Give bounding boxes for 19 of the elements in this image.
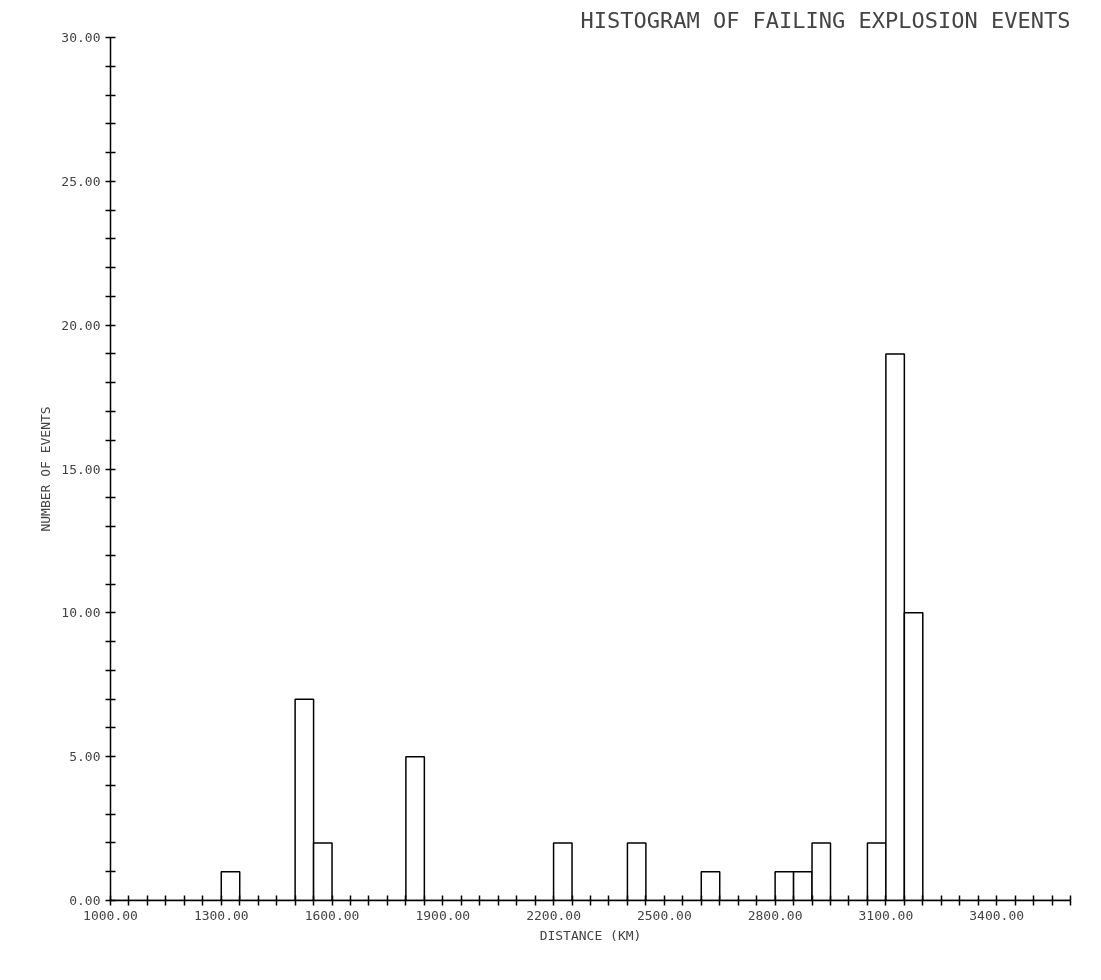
chart-title: HISTOGRAM OF FAILING EXPLOSION EVENTS xyxy=(580,7,1071,33)
y-tick-label: 30.00 xyxy=(61,30,101,45)
y-tick-label: 5.00 xyxy=(69,749,101,765)
y-axis-title: NUMBER OF EVENTS xyxy=(38,406,54,532)
y-tick-label: 15.00 xyxy=(61,461,101,477)
y-tick-label: 10.00 xyxy=(61,605,101,621)
y-tick-label: 25.00 xyxy=(61,173,101,189)
x-tick-label: 1300.00 xyxy=(193,907,249,923)
x-tick-label: 1900.00 xyxy=(415,907,471,923)
y-tick-label: 20.00 xyxy=(61,317,101,333)
y-tick-label: 0.00 xyxy=(69,893,101,908)
x-axis-title: DISTANCE (KM) xyxy=(539,927,642,943)
x-tick-label: 1000.00 xyxy=(83,907,138,923)
x-tick-label: 2800.00 xyxy=(747,907,803,923)
x-tick-label: 3400.00 xyxy=(969,907,1025,923)
x-tick-label: 3100.00 xyxy=(858,907,914,923)
x-tick-label: 2200.00 xyxy=(526,907,581,923)
x-tick-label: 1600.00 xyxy=(304,907,360,923)
x-tick-label: 2500.00 xyxy=(636,907,692,923)
